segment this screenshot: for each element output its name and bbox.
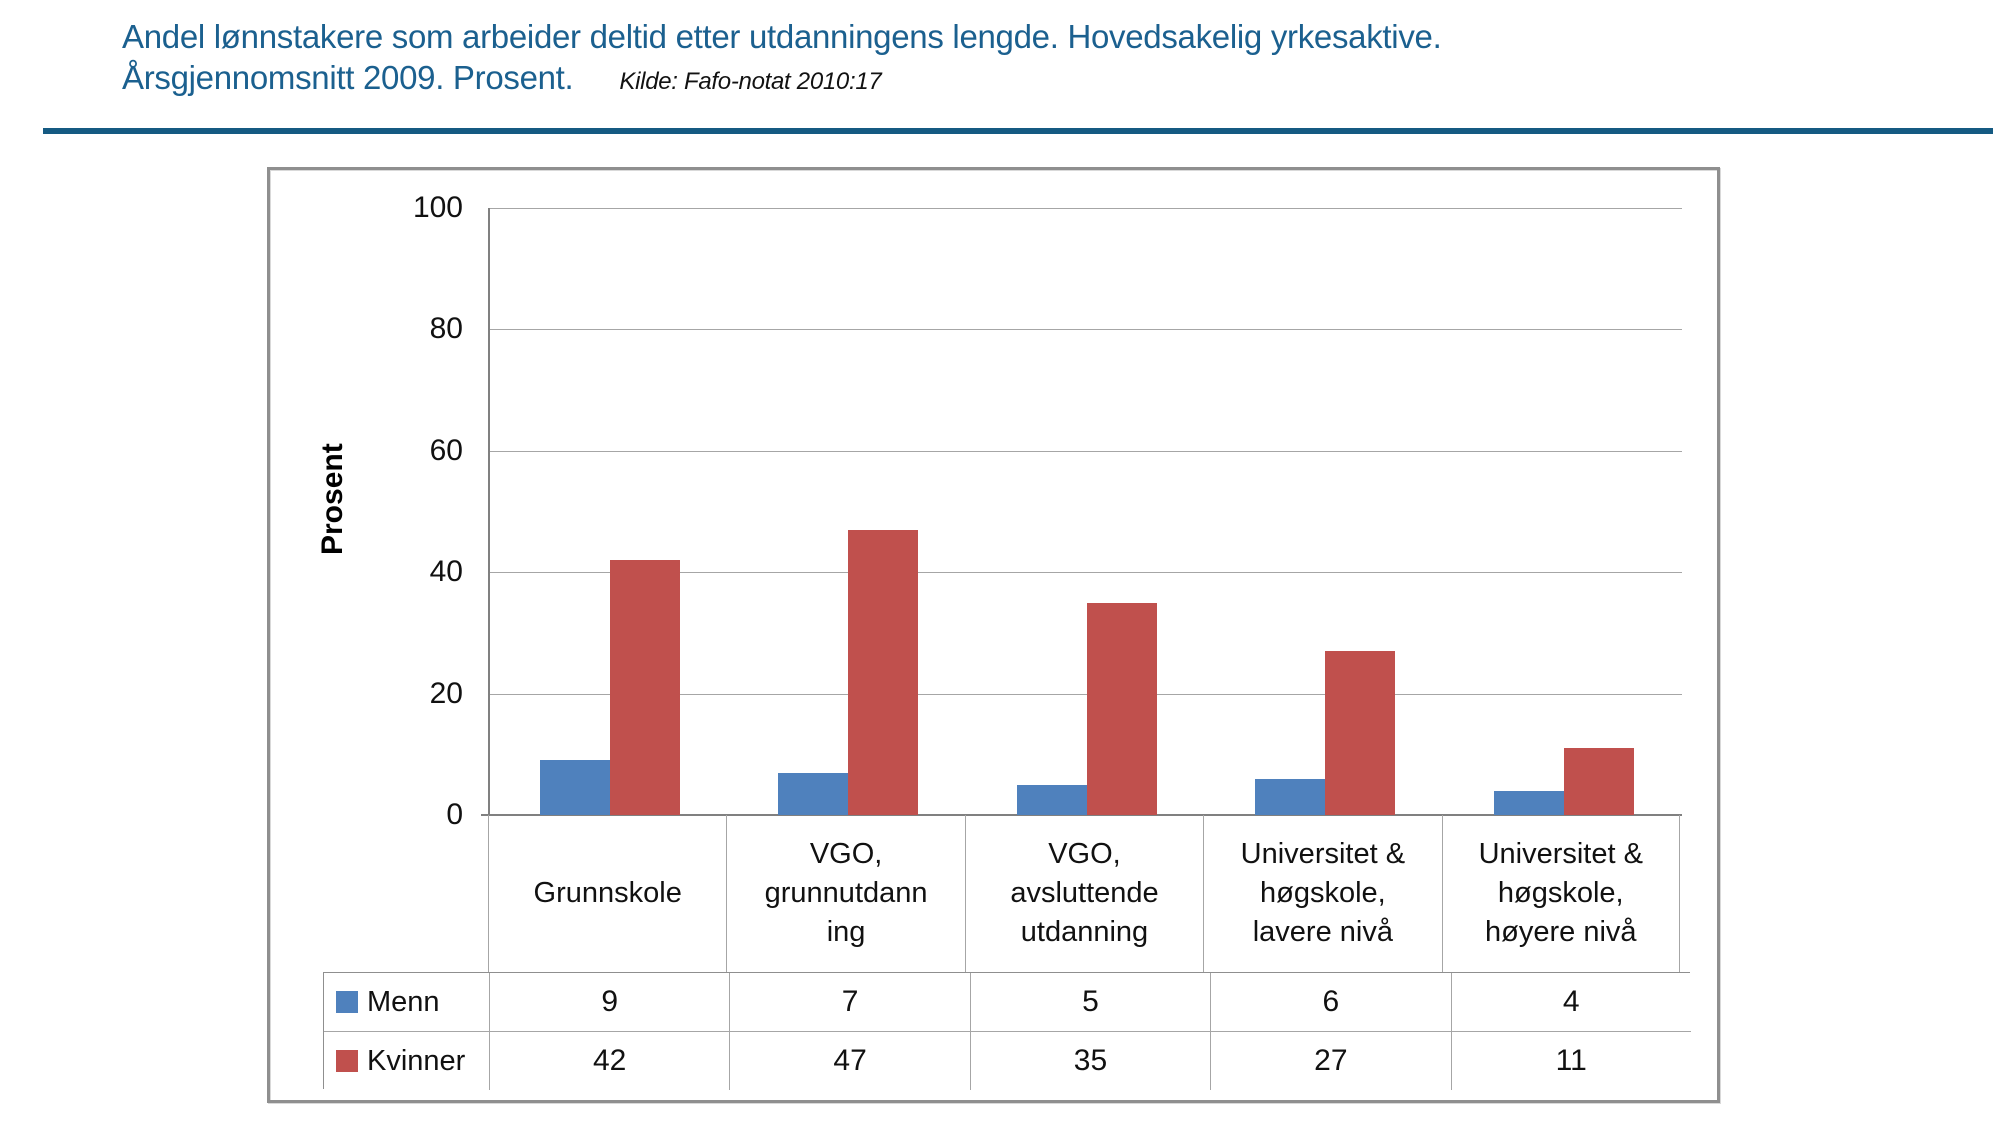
gridline-20 xyxy=(490,693,1682,695)
category-label-3-line-1: høgskole, xyxy=(1260,877,1386,909)
table-value-menn-1: 7 xyxy=(729,973,970,1031)
page-title-line1: Andel lønnstakere som arbeider deltid et… xyxy=(122,18,1442,55)
table-value-kvinner-2: 35 xyxy=(969,1031,1211,1090)
bar-menn-2 xyxy=(1016,784,1087,815)
legend-swatch-kvinner xyxy=(336,1050,358,1072)
y-tick-label-80: 80 xyxy=(429,312,463,346)
bar-menn-4 xyxy=(1493,790,1564,815)
gridline-60 xyxy=(490,450,1682,452)
category-label-4-line-1: høgskole, xyxy=(1497,877,1624,909)
category-label-4-line-2: høyere nivå xyxy=(1485,916,1637,948)
table-value-menn-0: 9 xyxy=(489,973,730,1031)
table-value-kvinner-0: 42 xyxy=(489,1031,730,1090)
legend-cell-kvinner: Kvinner xyxy=(324,1031,489,1090)
bar-menn-3 xyxy=(1255,778,1326,815)
table-value-menn-2: 5 xyxy=(969,973,1211,1031)
table-value-kvinner-1: 47 xyxy=(729,1031,970,1090)
table-value-menn-4: 4 xyxy=(1450,973,1691,1031)
bar-kvinner-4 xyxy=(1563,748,1634,815)
category-axis: Grunnskole VGO, grunnutdann ing VGO, avslutte… xyxy=(488,815,1690,972)
bar-menn-0 xyxy=(540,760,610,815)
category-label-0-line-0: Grunnskole xyxy=(533,877,682,909)
legend-cell-menn: Menn xyxy=(324,973,489,1031)
source-note: Kilde: Fafo-notat 2010:17 xyxy=(619,68,882,95)
category-label-1-line-1: grunnutdann xyxy=(764,877,928,909)
category-label-4-line-0: Universitet & xyxy=(1478,838,1643,870)
category-label-3-line-2: lavere nivå xyxy=(1252,916,1393,948)
category-label-3-line-0: Universitet & xyxy=(1240,838,1406,870)
plot-area xyxy=(481,208,1682,816)
category-label-1-line-0: VGO, xyxy=(809,838,883,870)
y-tick-label-100: 100 xyxy=(412,191,463,224)
bar-kvinner-3 xyxy=(1325,651,1396,815)
category-cell-4: Universitet & høgskole, høyere nivå xyxy=(1441,815,1680,972)
category-label-2-line-2: utdanning xyxy=(1020,916,1149,948)
gridline-40 xyxy=(490,572,1682,574)
y-tick-label-20: 20 xyxy=(429,676,463,710)
category-cell-1: VGO, grunnutdann ing xyxy=(726,815,964,972)
bar-kvinner-0 xyxy=(610,560,680,815)
page-title-line2-row: Årsgjennomsnitt 2009. Prosent. Kilde: Fa… xyxy=(122,57,1441,102)
bar-kvinner-1 xyxy=(848,529,919,815)
legend-label-kvinner: Kvinner xyxy=(367,1044,466,1077)
gridline-100 xyxy=(490,208,1682,209)
table-value-kvinner-4: 11 xyxy=(1450,1031,1691,1090)
table-value-menn-3: 6 xyxy=(1210,973,1451,1031)
bar-menn-1 xyxy=(778,772,849,815)
data-table: Menn 9 7 5 6 4 Kvinner 42 47 35 27 11 xyxy=(323,972,1691,1090)
y-tick-label-60: 60 xyxy=(429,433,463,467)
page-title-line2: Årsgjennomsnitt 2009. Prosent. xyxy=(122,59,574,96)
category-label-2-line-1: avsluttende xyxy=(1010,877,1159,909)
legend-swatch-menn xyxy=(336,991,358,1013)
y-tick-label-0: 0 xyxy=(446,798,463,831)
category-label-1-line-2: ing xyxy=(826,916,866,948)
chart-frame: Prosent 0 20 40 60 80 100 Grunnskole VGO, grunn… xyxy=(267,167,1720,1103)
page-header: Andel lønnstakere som arbeider deltid et… xyxy=(122,16,1442,102)
category-cell-2: VGO, avsluttende utdanning xyxy=(964,815,1203,972)
category-cell-0: Grunnskole xyxy=(488,815,726,972)
x-axis-line xyxy=(481,814,1682,816)
bar-kvinner-2 xyxy=(1086,602,1157,815)
gridline-80 xyxy=(490,329,1682,331)
category-label-2-line-0: VGO, xyxy=(1048,838,1121,870)
legend-label-menn: Menn xyxy=(367,985,440,1018)
title-divider xyxy=(43,128,1993,134)
table-value-kvinner-3: 27 xyxy=(1210,1031,1451,1090)
y-tick-label-40: 40 xyxy=(429,555,463,589)
y-axis-title: Prosent xyxy=(316,443,349,555)
category-cell-3: Universitet & høgskole, lavere nivå xyxy=(1203,815,1441,972)
